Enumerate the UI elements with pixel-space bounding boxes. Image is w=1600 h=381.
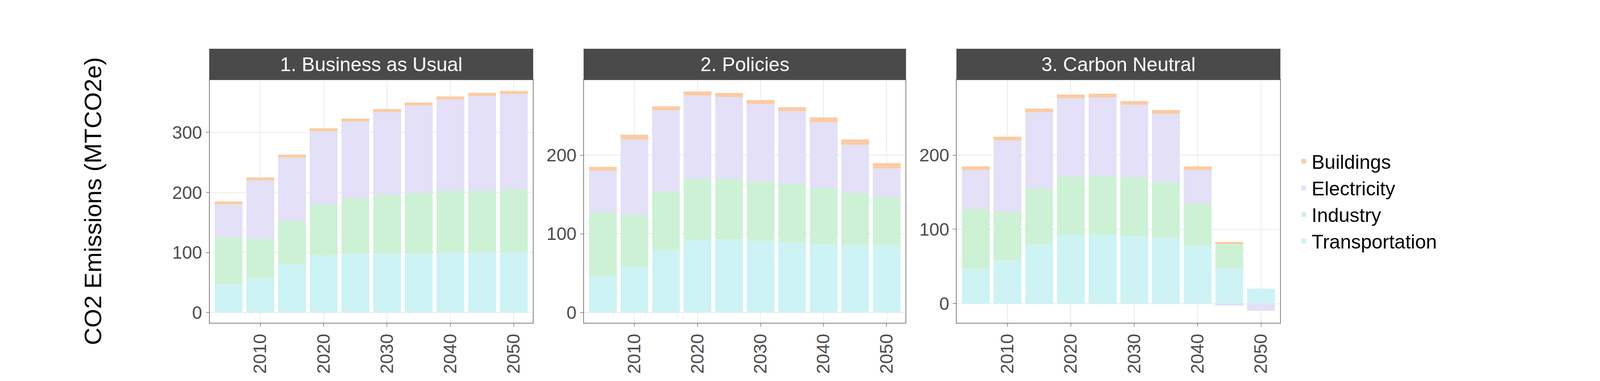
- svg-text:200: 200: [546, 144, 577, 166]
- svg-text:2030: 2030: [1123, 333, 1145, 374]
- svg-text:200: 200: [172, 182, 203, 203]
- svg-text:2020: 2020: [687, 333, 708, 374]
- svg-text:2010: 2010: [623, 333, 645, 374]
- svg-text:0: 0: [939, 293, 950, 314]
- svg-text:2010: 2010: [249, 333, 270, 374]
- svg-text:2020: 2020: [313, 333, 334, 374]
- svg-text:2050: 2050: [876, 333, 897, 374]
- svg-text:Industry: Industry: [1311, 204, 1382, 227]
- svg-text:2040: 2040: [439, 333, 461, 374]
- svg-text:0: 0: [192, 302, 203, 323]
- svg-text:2020: 2020: [1060, 333, 1081, 374]
- svg-text:200: 200: [919, 144, 950, 166]
- svg-text:2030: 2030: [750, 333, 771, 374]
- svg-text:2. Policies: 2. Policies: [700, 53, 790, 76]
- svg-text:Buildings: Buildings: [1311, 151, 1392, 174]
- svg-text:2040: 2040: [1187, 333, 1208, 374]
- svg-text:100: 100: [546, 223, 577, 244]
- svg-text:Electricity: Electricity: [1311, 177, 1396, 200]
- svg-text:2050: 2050: [1250, 333, 1271, 374]
- svg-text:CO2 Emissions (MTCO2e): CO2 Emissions (MTCO2e): [79, 57, 107, 345]
- svg-text:Transportation: Transportation: [1311, 230, 1438, 253]
- svg-text:2040: 2040: [812, 333, 834, 374]
- svg-text:2050: 2050: [503, 333, 524, 374]
- svg-text:300: 300: [172, 122, 203, 143]
- svg-text:100: 100: [919, 219, 950, 240]
- svg-text:0: 0: [566, 302, 577, 323]
- svg-text:1. Business as Usual: 1. Business as Usual: [280, 53, 463, 76]
- svg-text:2030: 2030: [376, 333, 397, 374]
- svg-text:100: 100: [172, 242, 203, 263]
- svg-text:2010: 2010: [996, 333, 1018, 374]
- svg-text:3. Carbon Neutral: 3. Carbon Neutral: [1041, 53, 1196, 76]
